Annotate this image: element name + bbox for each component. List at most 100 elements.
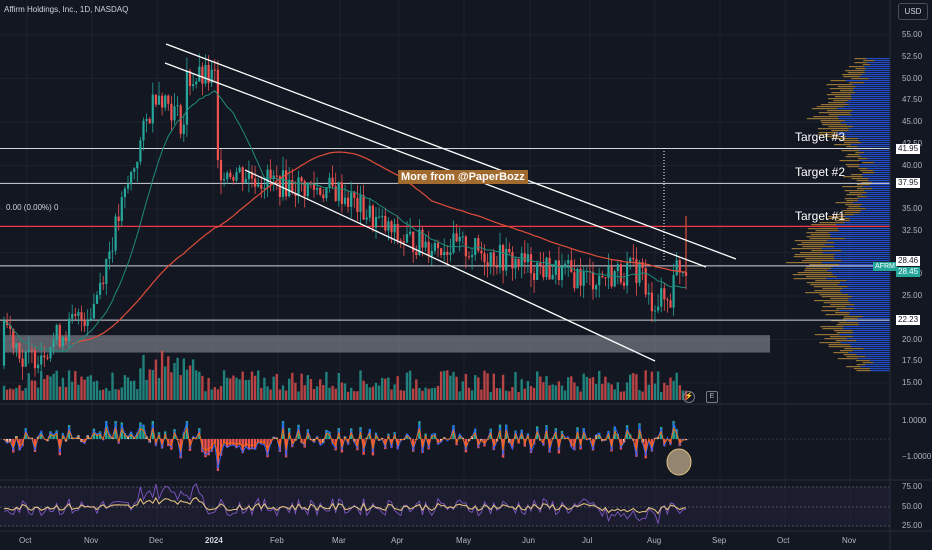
candle-body bbox=[294, 192, 297, 196]
candle-body bbox=[95, 294, 99, 304]
volume-bar bbox=[260, 387, 263, 400]
candle-body bbox=[672, 275, 675, 308]
volume-bar bbox=[2, 385, 6, 400]
volume-bar bbox=[511, 387, 514, 400]
volume-bar bbox=[430, 388, 433, 400]
volume-bar bbox=[365, 383, 368, 400]
profile-bar-down bbox=[814, 300, 848, 302]
volume-bar bbox=[213, 387, 216, 400]
profile-bar-up bbox=[870, 64, 890, 66]
profile-bar-down bbox=[856, 370, 871, 372]
profile-bar-up bbox=[866, 192, 890, 194]
profile-bar-down bbox=[857, 196, 867, 198]
volume-bar bbox=[185, 369, 189, 400]
macd-histogram-bar bbox=[95, 433, 99, 439]
profile-bar-up bbox=[864, 72, 890, 74]
volume-bar bbox=[232, 375, 235, 400]
candle-body bbox=[498, 245, 502, 268]
profile-bar-down bbox=[857, 188, 872, 190]
profile-bar-down bbox=[834, 144, 852, 146]
candle-body bbox=[92, 303, 95, 319]
profile-bar-down bbox=[854, 62, 867, 64]
candle-body bbox=[452, 233, 455, 253]
profile-bar-down bbox=[820, 104, 849, 106]
profile-bar-up bbox=[859, 154, 890, 156]
volume-bar bbox=[408, 370, 412, 400]
profile-bar-down bbox=[829, 336, 853, 338]
volume-bar bbox=[102, 389, 105, 400]
volume-bar bbox=[80, 376, 83, 400]
volume-bar bbox=[167, 356, 170, 400]
candle-body bbox=[635, 259, 638, 283]
promo-label[interactable]: More from @PaperBozz bbox=[398, 170, 528, 184]
profile-bar-down bbox=[822, 306, 847, 308]
profile-bar-up bbox=[857, 318, 890, 320]
price-badge: 37.95 bbox=[896, 178, 921, 189]
profile-bar-up bbox=[836, 276, 890, 278]
profile-bar-down bbox=[831, 320, 847, 322]
candle-body bbox=[427, 241, 430, 257]
profile-bar-up bbox=[838, 284, 890, 286]
candle-body bbox=[536, 262, 539, 280]
volume-bar bbox=[257, 370, 260, 400]
candle-body bbox=[157, 95, 161, 105]
candle-body bbox=[443, 251, 446, 256]
volume-bar bbox=[647, 384, 650, 400]
profile-bar-down bbox=[811, 224, 836, 226]
profile-bar-down bbox=[846, 194, 863, 196]
volume-bar bbox=[656, 371, 660, 400]
profile-bar-up bbox=[866, 196, 890, 198]
profile-bar-down bbox=[805, 268, 831, 270]
profile-bar-down bbox=[851, 78, 869, 80]
profile-bar-down bbox=[829, 88, 854, 90]
earnings-event-icon[interactable]: E bbox=[706, 391, 718, 403]
candle-body bbox=[657, 306, 660, 311]
volume-bar bbox=[570, 376, 573, 400]
volume-bar bbox=[446, 370, 449, 400]
candle-body bbox=[362, 195, 365, 220]
currency-button[interactable]: USD bbox=[898, 3, 928, 20]
profile-bar-up bbox=[849, 314, 890, 316]
profile-bar-up bbox=[828, 232, 890, 234]
profile-bar-down bbox=[791, 248, 822, 250]
profile-bar-up bbox=[858, 140, 890, 142]
macd-histogram-bar bbox=[92, 428, 96, 439]
volume-bar bbox=[384, 378, 387, 400]
candle-body bbox=[9, 325, 12, 329]
profile-bar-up bbox=[859, 164, 890, 166]
volume-bar bbox=[610, 384, 613, 400]
volume-bar bbox=[427, 388, 430, 400]
candle-body bbox=[46, 357, 49, 359]
volume-bar bbox=[436, 385, 440, 400]
price-tick-label: 35.00 bbox=[902, 204, 923, 213]
profile-bar-down bbox=[839, 140, 859, 142]
candle-body bbox=[684, 272, 688, 276]
profile-bar-up bbox=[848, 100, 890, 102]
volume-bar bbox=[598, 370, 601, 400]
volume-bar bbox=[198, 371, 201, 400]
profile-bar-up bbox=[862, 174, 890, 176]
volume-bar bbox=[207, 377, 210, 400]
volume-bar bbox=[542, 382, 545, 400]
profile-bar-down bbox=[821, 310, 840, 312]
profile-bar-down bbox=[805, 292, 842, 294]
profile-bar-down bbox=[805, 266, 833, 268]
time-tick-label: Nov bbox=[842, 536, 857, 545]
profile-bar-up bbox=[854, 214, 890, 216]
candle-body bbox=[288, 179, 291, 197]
volume-bar bbox=[266, 386, 269, 400]
volume-bar bbox=[64, 387, 68, 400]
volume-bar bbox=[284, 390, 288, 400]
profile-bar-up bbox=[839, 334, 890, 336]
alert-icon[interactable]: ⚡ bbox=[683, 391, 695, 403]
trend-channel bbox=[164, 43, 737, 362]
candle-body bbox=[539, 262, 542, 266]
volume-bar bbox=[396, 376, 399, 400]
candle-body bbox=[192, 84, 195, 87]
profile-bar-up bbox=[862, 194, 890, 196]
profile-bar-down bbox=[826, 84, 853, 86]
grid-lines bbox=[0, 0, 890, 530]
profile-bar-up bbox=[862, 176, 890, 178]
profile-bar-up bbox=[852, 90, 890, 92]
